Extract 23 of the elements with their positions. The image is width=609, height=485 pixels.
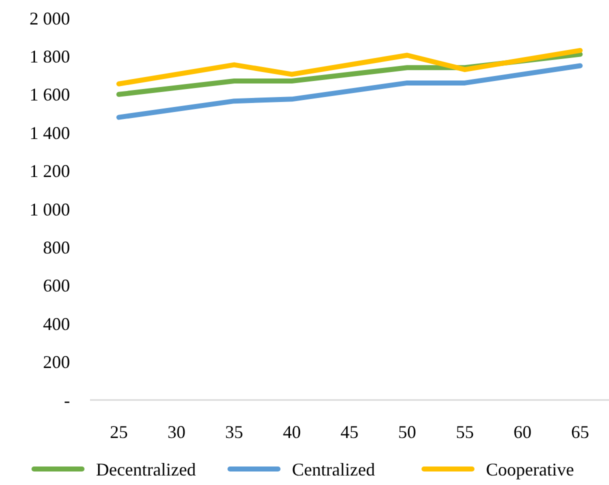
- x-tick-label: 65: [571, 422, 590, 442]
- y-tick-label: 2 000: [30, 8, 70, 28]
- legend-label: Cooperative: [486, 459, 574, 480]
- y-tick-label: 1 600: [30, 84, 70, 105]
- legend-label: Decentralized: [96, 459, 196, 480]
- y-tick-label: 1 000: [30, 199, 70, 220]
- y-tick-label: 1 400: [30, 122, 70, 143]
- x-tick-label: 45: [340, 422, 358, 442]
- y-tick-label: 800: [43, 238, 70, 258]
- x-tick-label: 25: [110, 422, 128, 442]
- x-tick-label: 60: [514, 422, 532, 442]
- x-tick-label: 30: [168, 422, 186, 442]
- x-tick-label: 50: [398, 422, 416, 442]
- x-tick-label: 55: [456, 422, 474, 442]
- y-tick-label: 600: [43, 276, 70, 296]
- y-tick-label: 200: [43, 352, 70, 372]
- x-tick-label: 40: [282, 422, 301, 442]
- y-tick-label: -: [64, 390, 70, 410]
- y-tick-label: 400: [43, 314, 70, 334]
- y-tick-label: 1 800: [30, 46, 70, 66]
- legend-label: Centralized: [292, 459, 375, 480]
- x-tick-label: 35: [225, 422, 244, 442]
- y-tick-label: 1 200: [30, 161, 70, 182]
